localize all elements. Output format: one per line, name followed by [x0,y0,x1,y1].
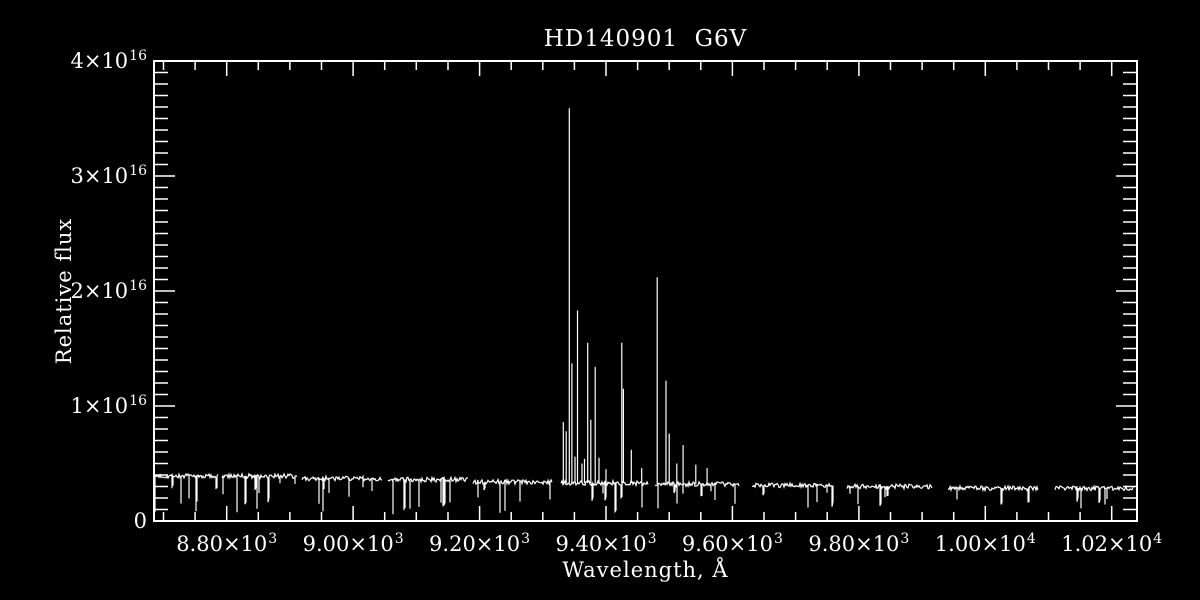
x-tick-label: 8.80×103 [176,531,278,556]
y-tick-label: 1×1016 [70,393,147,418]
x-tick-label: 9.80×103 [808,531,910,556]
y-tick-label: 3×1016 [70,163,147,188]
x-tick-label: 1.00×104 [934,531,1036,556]
y-tick-label: 4×1016 [70,48,147,73]
x-tick-label: 9.20×103 [429,531,531,556]
x-tick-label: 1.02×104 [1061,531,1163,556]
axis-ticks [154,60,1137,522]
y-tick-label: 0 [133,509,147,533]
spectrum-trace [154,108,1134,515]
y-tick-label: 2×1016 [70,278,147,303]
plot-title: HD140901 G6V [543,26,748,52]
x-tick-label: 9.60×103 [681,531,783,556]
x-tick-label: 9.00×103 [302,531,404,556]
plot-frame [153,60,1138,522]
x-tick-label: 9.40×103 [555,531,657,556]
x-axis-label: Wavelength, Å [562,558,729,582]
